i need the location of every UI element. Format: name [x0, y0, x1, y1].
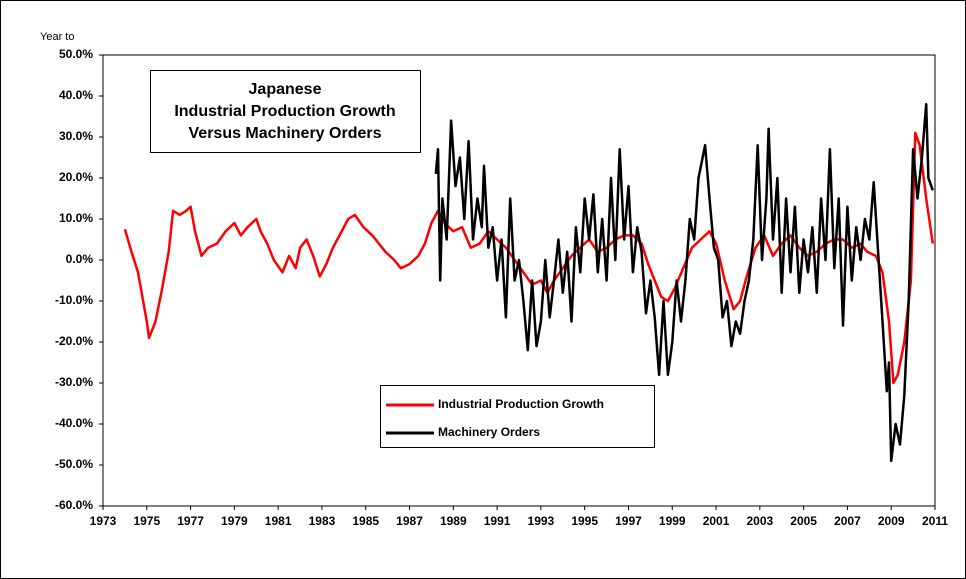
x-tick-label: 2001 [703, 514, 730, 528]
legend-box [380, 385, 655, 448]
y-tick-label: 40.0% [59, 88, 93, 102]
x-tick-label: 2005 [790, 514, 817, 528]
plot-area [102, 54, 936, 507]
y-tick-label: -50.0% [55, 457, 93, 471]
y-axis-label: Year to [40, 31, 74, 43]
y-tick-label: 10.0% [59, 211, 93, 225]
y-tick-label: 20.0% [59, 170, 93, 184]
x-tick-label: 1993 [528, 514, 555, 528]
x-tick-label: 1975 [133, 514, 160, 528]
x-tick-label: 2009 [878, 514, 905, 528]
x-tick-label: 1973 [90, 514, 117, 528]
x-tick-label: 1985 [352, 514, 379, 528]
y-tick-label: -30.0% [55, 375, 93, 389]
series-line [434, 102, 934, 463]
x-tick-label: 1981 [265, 514, 292, 528]
x-tick-label: 1991 [484, 514, 511, 528]
y-tick-label: -40.0% [55, 416, 93, 430]
x-tick-label: 2003 [746, 514, 773, 528]
chart-title: Industrial Production Growth [174, 103, 395, 120]
x-tick-label: 1989 [440, 514, 467, 528]
x-tick-label: 1977 [177, 514, 204, 528]
x-tick-label: 1999 [659, 514, 686, 528]
chart-title: Versus Machinery Orders [189, 125, 382, 142]
title-box [150, 70, 421, 153]
x-tick-label: 2007 [834, 514, 861, 528]
x-tick-label: 1997 [615, 514, 642, 528]
x-tick-label: 1995 [571, 514, 598, 528]
y-tick-label: -10.0% [55, 293, 93, 307]
y-tick-label: -20.0% [55, 334, 93, 348]
legend-label: Machinery Orders [438, 425, 540, 439]
y-tick-label: 50.0% [59, 47, 93, 61]
y-tick-label: 0.0% [66, 252, 94, 266]
x-tick-label: 1983 [309, 514, 336, 528]
chart-title: Japanese [249, 81, 322, 98]
x-tick-label: 2011 [922, 514, 948, 528]
x-tick-label: 1979 [221, 514, 248, 528]
x-tick-label: 1987 [396, 514, 423, 528]
y-tick-label: 30.0% [59, 129, 93, 143]
y-tick-label: -60.0% [55, 498, 93, 512]
legend-label: Industrial Production Growth [438, 397, 604, 411]
